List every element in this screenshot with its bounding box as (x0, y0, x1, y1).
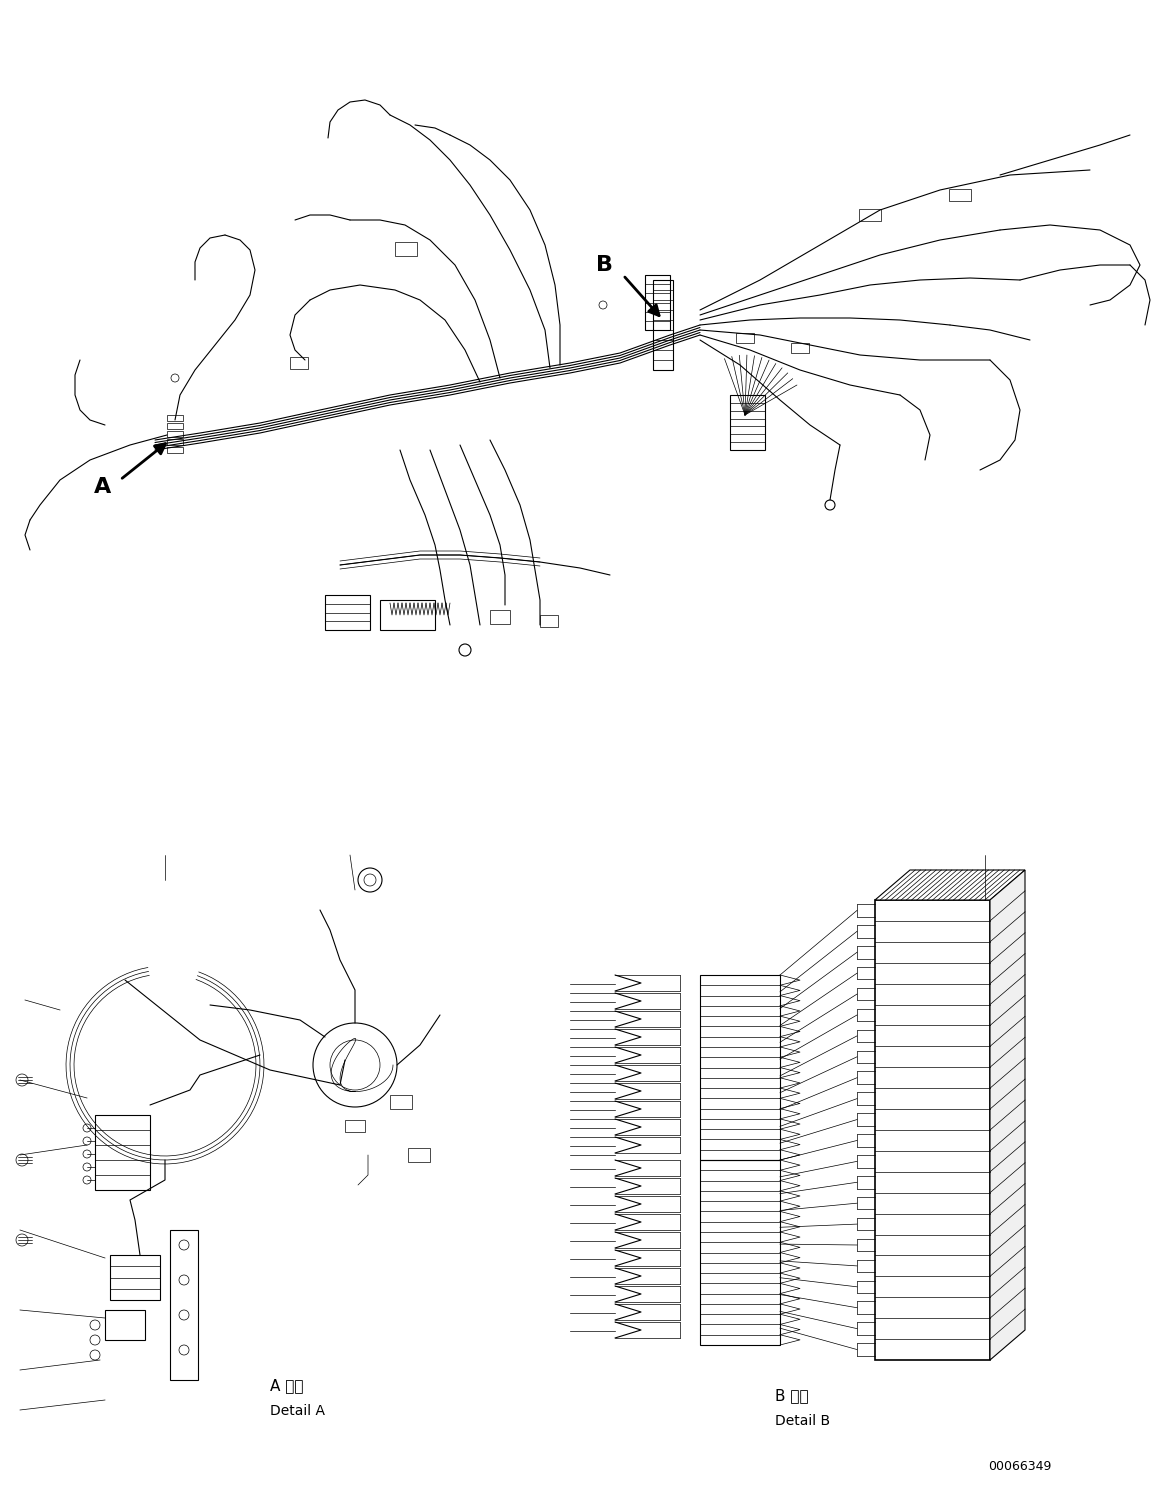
Bar (290, 357, 308, 369)
Bar (700, 975, 780, 1161)
Bar (730, 394, 765, 449)
Bar (167, 446, 183, 452)
Bar (167, 432, 183, 437)
Bar (700, 1161, 780, 1345)
Polygon shape (990, 870, 1025, 1360)
Text: Detail A: Detail A (270, 1405, 324, 1418)
Text: 00066349: 00066349 (989, 1460, 1051, 1473)
Text: B 詳細: B 詳細 (775, 1388, 808, 1403)
Bar (540, 615, 558, 626)
Bar (380, 600, 435, 629)
Text: A: A (94, 478, 112, 497)
Bar (652, 280, 673, 371)
Bar (345, 1120, 365, 1132)
Bar (791, 344, 809, 353)
Bar (408, 1149, 430, 1162)
Bar (105, 1309, 145, 1341)
Bar (875, 900, 990, 1360)
Text: B: B (597, 254, 614, 275)
Bar (167, 439, 183, 445)
Bar (645, 275, 670, 330)
Polygon shape (875, 870, 1025, 900)
Bar (110, 1254, 160, 1301)
Bar (859, 208, 882, 222)
Bar (167, 415, 183, 421)
Bar (170, 1231, 198, 1379)
Bar (390, 1095, 412, 1109)
Bar (490, 610, 511, 623)
Text: Detail B: Detail B (775, 1414, 830, 1428)
Bar (736, 333, 754, 344)
Text: A 詳細: A 詳細 (270, 1378, 304, 1393)
Bar (949, 189, 971, 201)
Bar (167, 423, 183, 429)
Bar (395, 243, 418, 256)
Bar (324, 595, 370, 629)
Bar (95, 1115, 150, 1190)
